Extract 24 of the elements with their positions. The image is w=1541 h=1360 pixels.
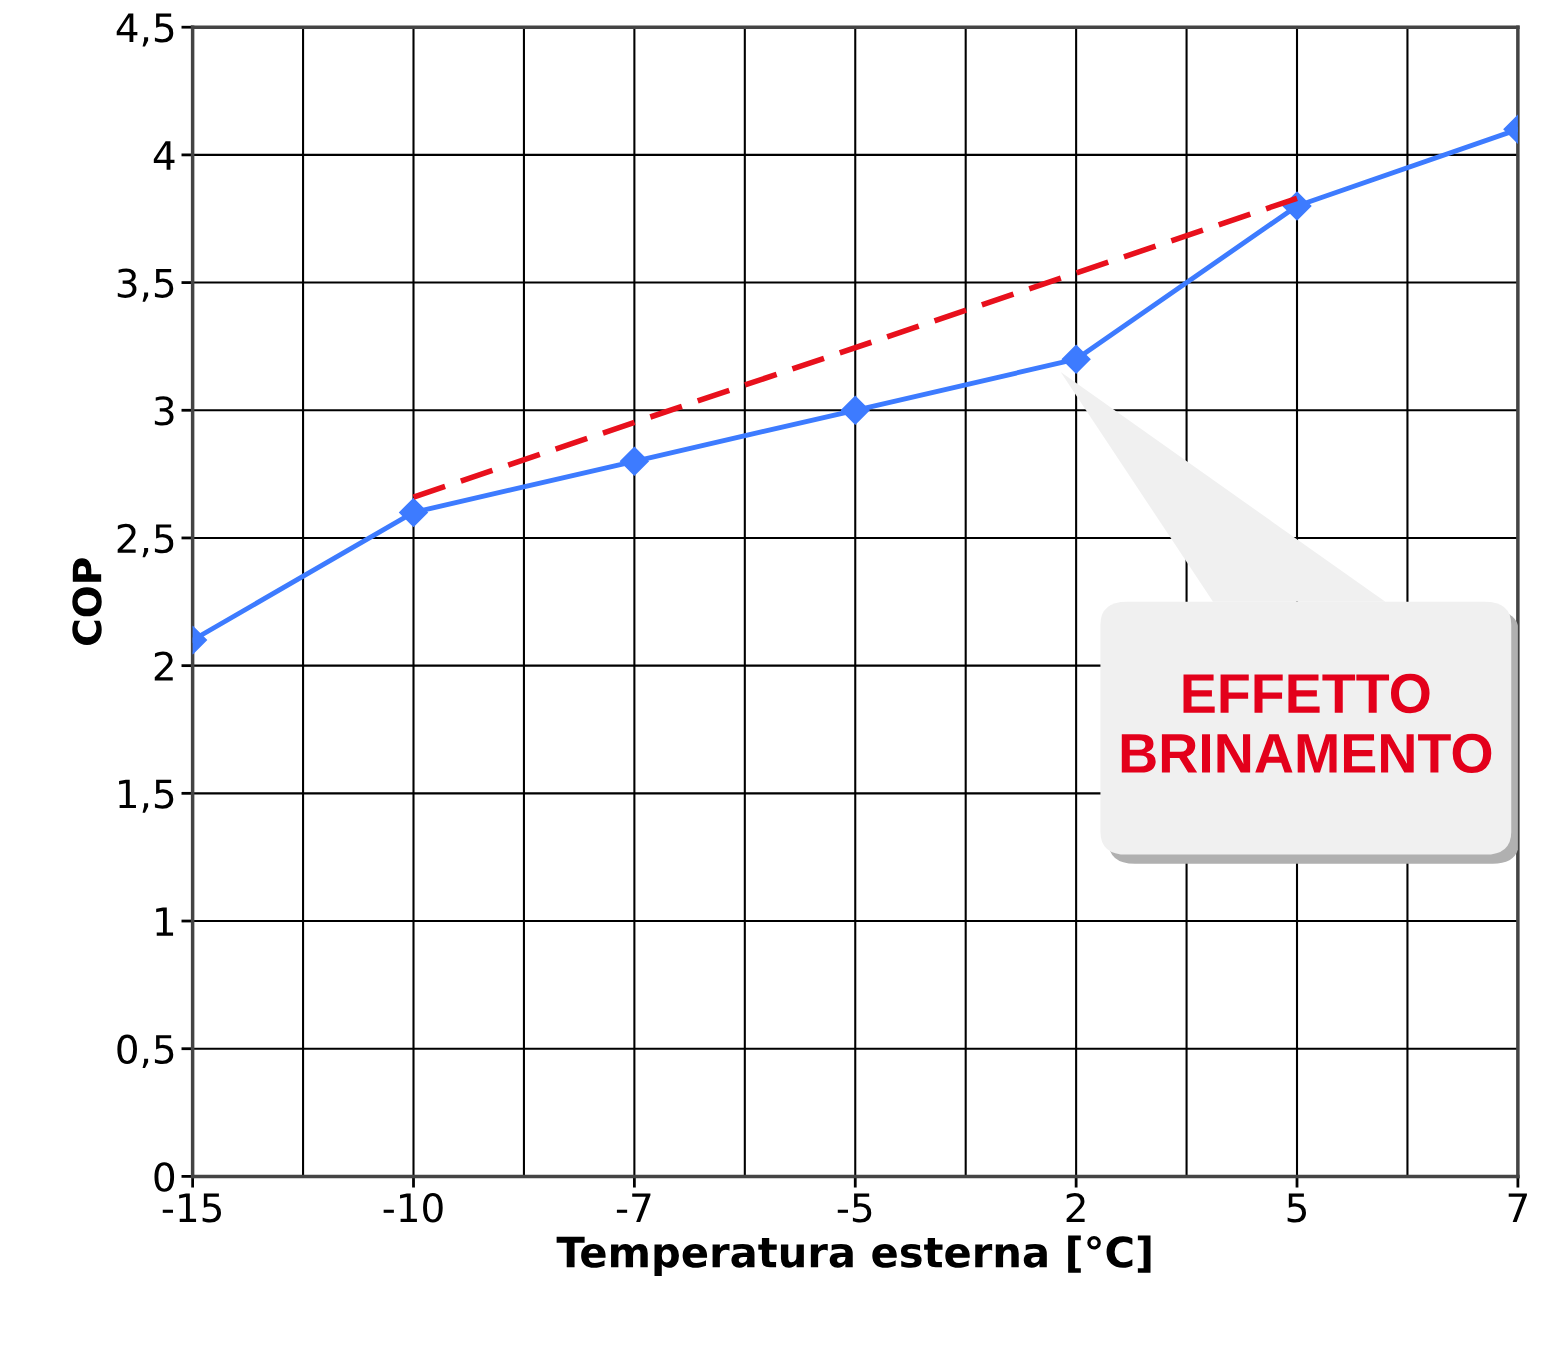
annotation: EFFETTO BRINAMENTO [1121,673,1492,774]
y-tick-label: 0 [154,1162,175,1192]
x-tick-label: 2 [1066,1193,1085,1222]
y-tick-label: 0,5 [117,1034,174,1069]
y-axis-title: COP [72,558,102,645]
point [399,497,428,527]
y-tick-label: 2 [154,651,173,681]
x-tick-label: 7 [1508,1193,1527,1222]
point [619,446,649,476]
y-tick-label: 2,5 [117,523,174,558]
x-tick-label: -5 [837,1193,872,1223]
y-tick-label: 3,5 [117,268,174,302]
y-tick-label: 1,5 [119,779,174,813]
x-axis-title: Temperatura esterna [°C] [556,1235,1151,1276]
point [840,395,870,425]
x-tick-label: -10 [383,1193,443,1223]
y-tick-label: 4 [153,141,175,170]
y-tick-label: 3 [154,396,174,426]
y-tick-label: 4,5 [116,13,174,47]
point [1061,344,1091,374]
y-tick-label: 1 [156,907,174,936]
x-tick-label: -15 [162,1193,221,1223]
x-tick-label: 5 [1287,1193,1306,1223]
x-tick-label: -7 [616,1193,651,1222]
